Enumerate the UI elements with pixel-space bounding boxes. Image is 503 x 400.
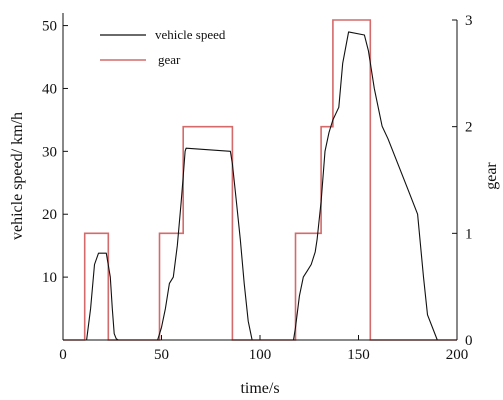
y-right-tick-label: 3 xyxy=(465,13,473,29)
y-left-tick-label: 30 xyxy=(42,144,57,160)
x-axis-title: time/s xyxy=(240,380,279,397)
x-tick-label: 150 xyxy=(347,347,370,363)
legend-label-gear: gear xyxy=(158,52,181,67)
legend-label-vehicle-speed: vehicle speed xyxy=(155,27,226,42)
gear-line xyxy=(63,19,457,341)
y-right-tick-label: 2 xyxy=(465,120,473,136)
y-right-tick-label: 1 xyxy=(465,226,473,242)
vehicle-speed-line xyxy=(63,31,457,341)
y-left-tick-label: 40 xyxy=(42,81,57,97)
x-tick-label: 0 xyxy=(59,347,67,363)
tick-labels: 0 50 100 150 200 10 20 30 40 50 0 1 2 3 xyxy=(42,13,473,363)
y-right-tick-label: 0 xyxy=(465,333,473,349)
y-left-tick-label: 20 xyxy=(42,207,57,223)
x-tick-label: 100 xyxy=(249,347,272,363)
speed-series xyxy=(63,31,457,341)
gear-series xyxy=(63,19,457,341)
y-axis-right-title: gear xyxy=(483,162,500,190)
y-axis-left-title: vehicle speed/ km/h xyxy=(9,112,26,240)
legend: vehicle speed gear xyxy=(100,27,226,67)
y-left-tick-label: 10 xyxy=(42,270,57,286)
y-left-tick-label: 50 xyxy=(42,19,57,35)
x-tick-label: 200 xyxy=(446,347,469,363)
axes xyxy=(62,13,458,341)
x-tick-label: 50 xyxy=(154,347,169,363)
